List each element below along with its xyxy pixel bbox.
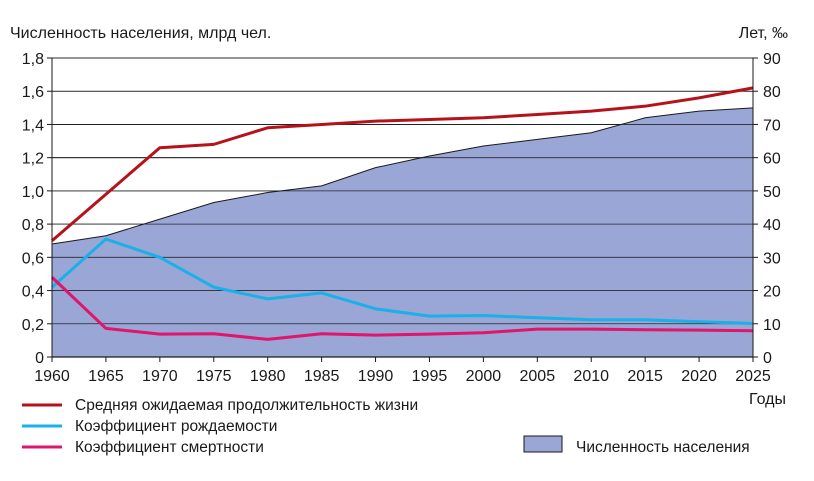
- legend-label-birth-rate: Коэффициент рождаемости: [75, 418, 277, 435]
- y-axis-right-label: Лет, ‰: [739, 25, 788, 42]
- y-right-tick-label: 20: [763, 284, 781, 301]
- legend-swatch-population: [523, 435, 563, 453]
- x-tick-label: 1975: [196, 368, 232, 385]
- x-tick-label: 2025: [735, 368, 771, 385]
- x-tick-label: 1985: [304, 368, 340, 385]
- axes: 0 0,2 0,4 0,6 0,8 1,0 1,2 1,4 1,6 1,8 0 10 20 30 40 50 6…: [22, 51, 781, 385]
- x-tick-label: 2010: [573, 368, 609, 385]
- y-right-tick-label: 80: [763, 84, 781, 101]
- x-tick-label: 2015: [627, 368, 663, 385]
- y-left-tick-label: 0,4: [22, 284, 44, 301]
- y-right-tick-label: 90: [763, 51, 781, 68]
- legend-label-population: Численность населения: [576, 439, 750, 456]
- y-right-tick-label: 50: [763, 184, 781, 201]
- y-left-tick-label: 1,0: [22, 184, 44, 201]
- series-line-death-rate: [50, 276, 754, 341]
- y-right-tick-label: 70: [763, 117, 781, 134]
- series-line-birth-rate: [51, 237, 754, 325]
- x-tick-label: 2020: [681, 368, 717, 385]
- y-left-tick-label: 0,8: [22, 217, 44, 234]
- y-left-tick-label: 1,2: [22, 151, 44, 168]
- y-left-tick-label: 0: [35, 350, 44, 367]
- y-right-tick-label: 0: [763, 350, 772, 367]
- y-left-tick-label: 1,4: [22, 117, 44, 134]
- y-left-tick-label: 0,6: [22, 250, 44, 267]
- series-line-life-expectancy: [51, 86, 754, 242]
- x-tick-label: 1965: [88, 368, 124, 385]
- y-left-tick-label: 0,2: [22, 317, 44, 334]
- legend-label-death-rate: Коэффициент смертности: [75, 439, 264, 456]
- y-left-tick-label: 1,6: [22, 84, 44, 101]
- series-lines: [50, 86, 754, 341]
- legend: Средняя ожидаемая продолжительность жизн…: [22, 397, 750, 456]
- x-tick-label: 1960: [34, 368, 70, 385]
- y-axis-left-label: Численность населения, млрд чел.: [10, 25, 271, 42]
- population-area: [51, 57, 754, 357]
- x-tick-label: 2005: [520, 368, 556, 385]
- y-right-tick-label: 10: [763, 317, 781, 334]
- x-axis-label: Годы: [749, 391, 786, 408]
- population-area-outline: [51, 107, 754, 245]
- y-right-tick-label: 60: [763, 151, 781, 168]
- y-right-tick-label: 30: [763, 250, 781, 267]
- x-tick-label: 1980: [250, 368, 286, 385]
- population-area-fill: [52, 107, 753, 357]
- legend-label-life-expectancy: Средняя ожидаемая продолжительность жизн…: [75, 397, 418, 414]
- y-left-tick-label: 1,8: [22, 51, 44, 68]
- x-tick-label: 2000: [466, 368, 502, 385]
- x-tick-label: 1990: [358, 368, 394, 385]
- y-right-tick-label: 40: [763, 217, 781, 234]
- x-tick-label: 1995: [412, 368, 448, 385]
- x-tick-label: 1970: [142, 368, 178, 385]
